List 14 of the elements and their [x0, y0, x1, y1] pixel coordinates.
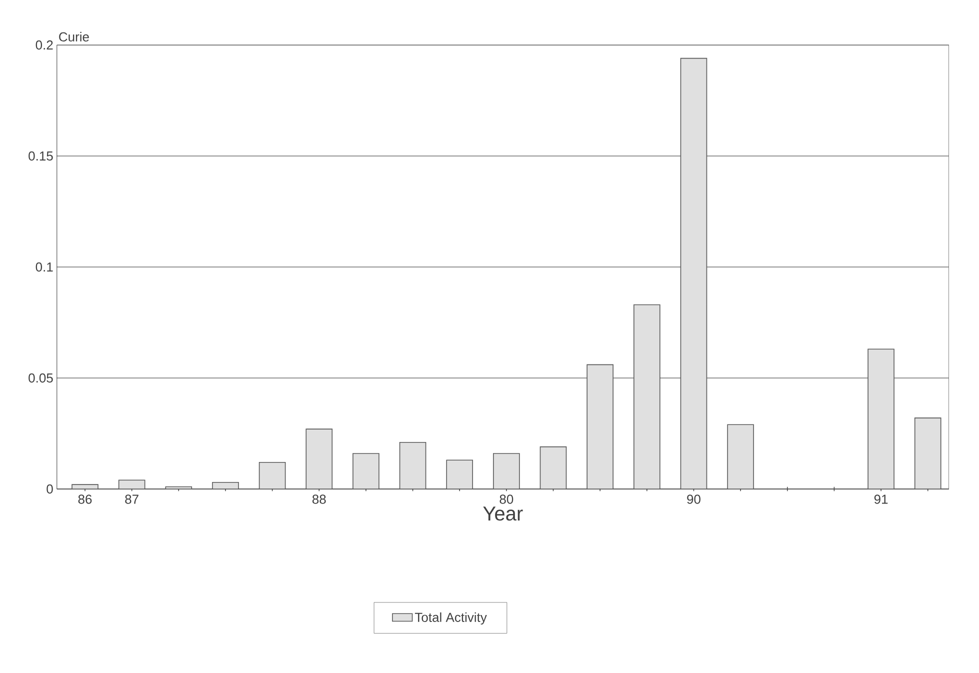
x-tick-label: 91	[874, 494, 888, 504]
x-tick-label: 90	[687, 494, 700, 504]
x-tick-label: 80	[500, 494, 514, 504]
y-tick-label: 0.05	[28, 373, 53, 383]
x-tick-label: 88	[312, 494, 326, 504]
y-tick-label: 0.2	[36, 40, 53, 50]
y-tick-label: 0	[46, 484, 53, 494]
y-axis-title: Curie	[59, 32, 89, 42]
x-tick-label: 86	[78, 494, 92, 504]
x-axis-title: Year	[483, 506, 523, 521]
y-tick-label: 0.1	[36, 262, 53, 272]
legend-label: Total Activity	[414, 612, 487, 625]
y-tick-label: 0.15	[28, 151, 53, 161]
x-tick-label: 87	[125, 494, 138, 504]
